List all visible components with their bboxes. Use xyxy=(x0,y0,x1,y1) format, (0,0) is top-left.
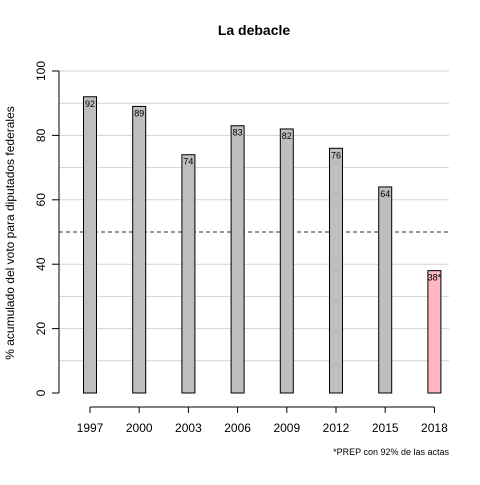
bars xyxy=(83,96,442,394)
data-label-2006: 83 xyxy=(233,128,243,138)
footnote: *PREP con 92% de las actas xyxy=(333,447,449,457)
x-tick-label-2015: 2015 xyxy=(372,421,399,435)
y-tick-label-60: 60 xyxy=(34,193,48,207)
data-label-2018: 38* xyxy=(428,273,442,283)
bar-2006 xyxy=(230,125,245,394)
y-tick-label-20: 20 xyxy=(34,322,48,336)
y-tick-label-40: 40 xyxy=(34,257,48,271)
x-tick-label-2006: 2006 xyxy=(224,421,251,435)
bar-2000 xyxy=(132,105,147,394)
data-label-2015: 64 xyxy=(380,189,390,199)
data-labels: 92 89 74 83 82 76 64 38* xyxy=(85,99,442,283)
bar-2009 xyxy=(279,128,294,394)
bar-2015 xyxy=(378,186,393,394)
y-tick-label-0: 0 xyxy=(34,389,48,396)
bar-2018 xyxy=(427,270,442,394)
data-label-2012: 76 xyxy=(331,150,341,160)
data-label-1997: 92 xyxy=(85,99,95,109)
data-label-2009: 82 xyxy=(282,131,292,141)
x-tick-label-1997: 1997 xyxy=(77,421,104,435)
x-tick-label-2018: 2018 xyxy=(421,421,448,435)
x-tick-label-2003: 2003 xyxy=(175,421,202,435)
y-axis-label: % acumulado del voto para diputados fede… xyxy=(3,106,17,360)
x-tick-label-2012: 2012 xyxy=(323,421,350,435)
x-axis: 1997 2000 2003 2006 2009 2012 2015 2018 xyxy=(77,406,448,435)
y-axis: 0 20 40 60 80 100 xyxy=(34,61,60,396)
y-tick-label-80: 80 xyxy=(34,128,48,142)
data-label-2000: 89 xyxy=(134,108,144,118)
y-tick-label-100: 100 xyxy=(34,61,48,81)
bar-1997 xyxy=(83,96,97,394)
data-label-2003: 74 xyxy=(183,157,193,167)
x-tick-label-2009: 2009 xyxy=(273,421,300,435)
bar-2012 xyxy=(329,147,343,394)
bar-2003 xyxy=(181,154,196,394)
chart-title: La debacle xyxy=(218,22,291,38)
grid-lines xyxy=(59,70,449,362)
x-tick-label-2000: 2000 xyxy=(126,421,153,435)
